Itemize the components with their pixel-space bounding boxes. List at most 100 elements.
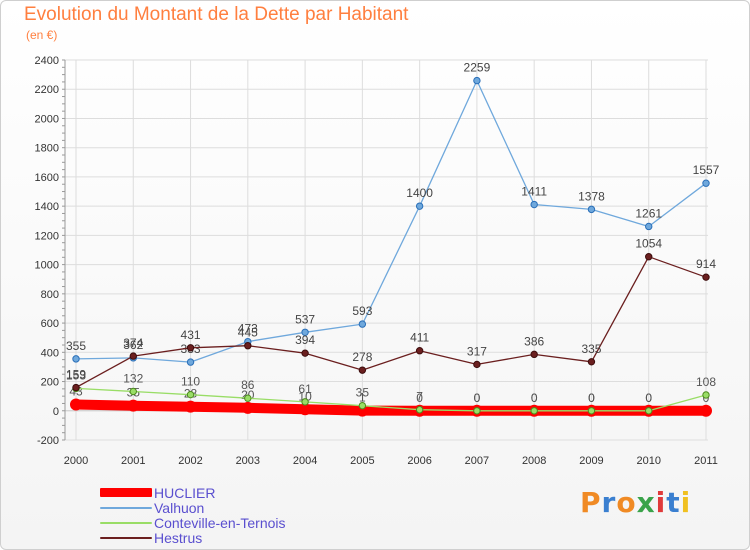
data-label-hestrus: 386 [524,334,544,348]
data-point-valhuon [587,205,596,214]
data-point-conteville [129,387,137,396]
data-point-conteville [530,407,538,415]
legend-swatch-conteville [100,522,152,524]
y-tick-label: 2200 [35,84,59,96]
data-point-hestrus [645,253,653,261]
y-tick-label: 2000 [35,113,59,125]
logo-letter: i [655,486,667,519]
logo-letter: o [616,486,637,519]
data-point-hestrus [186,344,195,352]
data-label-hestrus: 317 [467,344,487,358]
data-label-huclier: 0 [474,391,481,405]
x-tick-label: 2009 [579,455,603,467]
data-label-valhuon: 362 [123,338,143,352]
logo-letter: r [601,486,617,519]
data-label-valhuon: 2259 [464,61,491,75]
x-tick-label: 2003 [236,455,260,467]
data-label-huclier: 0 [588,391,595,405]
data-label-conteville: 0 [588,391,595,405]
data-label-hestrus: 445 [238,326,258,340]
data-point-huclier [700,404,712,417]
y-tick-label: 200 [41,377,59,389]
data-point-conteville [301,398,309,406]
y-tick-label: 1400 [35,201,59,213]
data-label-huclier: 0 [416,391,423,405]
y-tick-label: 400 [41,347,59,359]
data-label-hestrus: 431 [181,328,201,342]
logo-letter: i [680,486,692,519]
data-label-conteville: 0 [645,391,652,405]
chart-subtitle: (en €) [26,28,58,42]
x-tick-label: 2005 [350,455,374,467]
y-tick-label: 600 [41,318,59,330]
data-label-hestrus: 1054 [635,237,662,251]
data-point-huclier [70,398,82,411]
data-point-valhuon [301,328,309,336]
legend-label-conteville: Conteville-en-Ternois [154,515,286,531]
data-label-valhuon: 355 [66,339,86,353]
data-point-conteville [587,407,596,415]
data-label-valhuon: 1557 [693,163,720,177]
x-tick-label: 2011 [694,455,718,467]
data-point-hestrus [702,273,710,281]
data-label-hestrus: 914 [696,257,716,271]
data-point-valhuon [645,222,653,231]
x-tick-label: 2001 [121,455,145,467]
x-tick-label: 2006 [407,455,431,467]
data-label-conteville: 153 [66,368,86,382]
data-point-hestrus [244,342,252,350]
data-point-valhuon [530,200,538,209]
x-tick-label: 2002 [178,455,202,467]
chart-title: Evolution du Montant de la Dette par Hab… [24,4,409,25]
data-label-hestrus: 159 [66,368,86,382]
x-tick-label: 2004 [293,455,317,467]
x-tick-label: 2008 [522,455,546,467]
data-point-valhuon [358,320,367,328]
data-point-huclier [127,399,140,412]
proxiti-logo: Proxiti [580,486,691,519]
data-label-valhuon: 593 [352,304,372,318]
logo-letter: t [666,486,681,519]
data-label-valhuon: 1400 [406,186,433,200]
data-label-huclier: 0 [531,391,538,405]
data-point-conteville [645,407,653,415]
y-tick-label: 800 [41,289,59,301]
legend-label-valhuon: Valhuon [154,500,205,516]
data-point-huclier [184,400,197,413]
data-label-valhuon: 1261 [635,206,662,220]
data-point-conteville [473,407,481,415]
data-label-conteville: 86 [241,378,255,392]
data-label-huclier: 10 [298,389,312,403]
data-point-hestrus [301,349,309,357]
data-point-hestrus [415,347,424,355]
data-label-valhuon: 1378 [578,189,605,203]
data-point-hestrus [530,350,538,359]
data-label-hestrus: 374 [123,336,143,350]
data-point-conteville [702,391,710,399]
data-label-huclier: 0 [645,391,652,405]
data-label-hestrus: 411 [410,331,429,345]
x-tick-label: 2007 [465,455,489,467]
data-point-valhuon [72,355,80,363]
data-label-conteville: 0 [531,391,538,405]
data-point-hestrus [72,383,80,392]
data-point-valhuon [473,76,481,85]
legend-swatch-valhuon [100,507,152,509]
legend-label-hestrus: Hestrus [154,530,203,546]
data-point-valhuon [702,179,710,187]
data-point-valhuon [415,202,424,210]
y-tick-label: -200 [37,435,59,447]
logo-letter: P [580,486,602,519]
data-label-conteville: 61 [298,382,312,396]
data-label-conteville: 108 [696,375,716,389]
data-point-huclier [241,401,254,414]
data-point-conteville [415,406,424,414]
logo-letter: x [636,486,656,519]
legend-swatch-huclier [100,488,152,497]
data-label-huclier: 1 [359,391,366,405]
data-label-conteville: 132 [123,371,143,385]
y-tick-label: 0 [53,406,59,418]
data-point-conteville [244,394,252,402]
data-point-conteville [358,401,367,410]
